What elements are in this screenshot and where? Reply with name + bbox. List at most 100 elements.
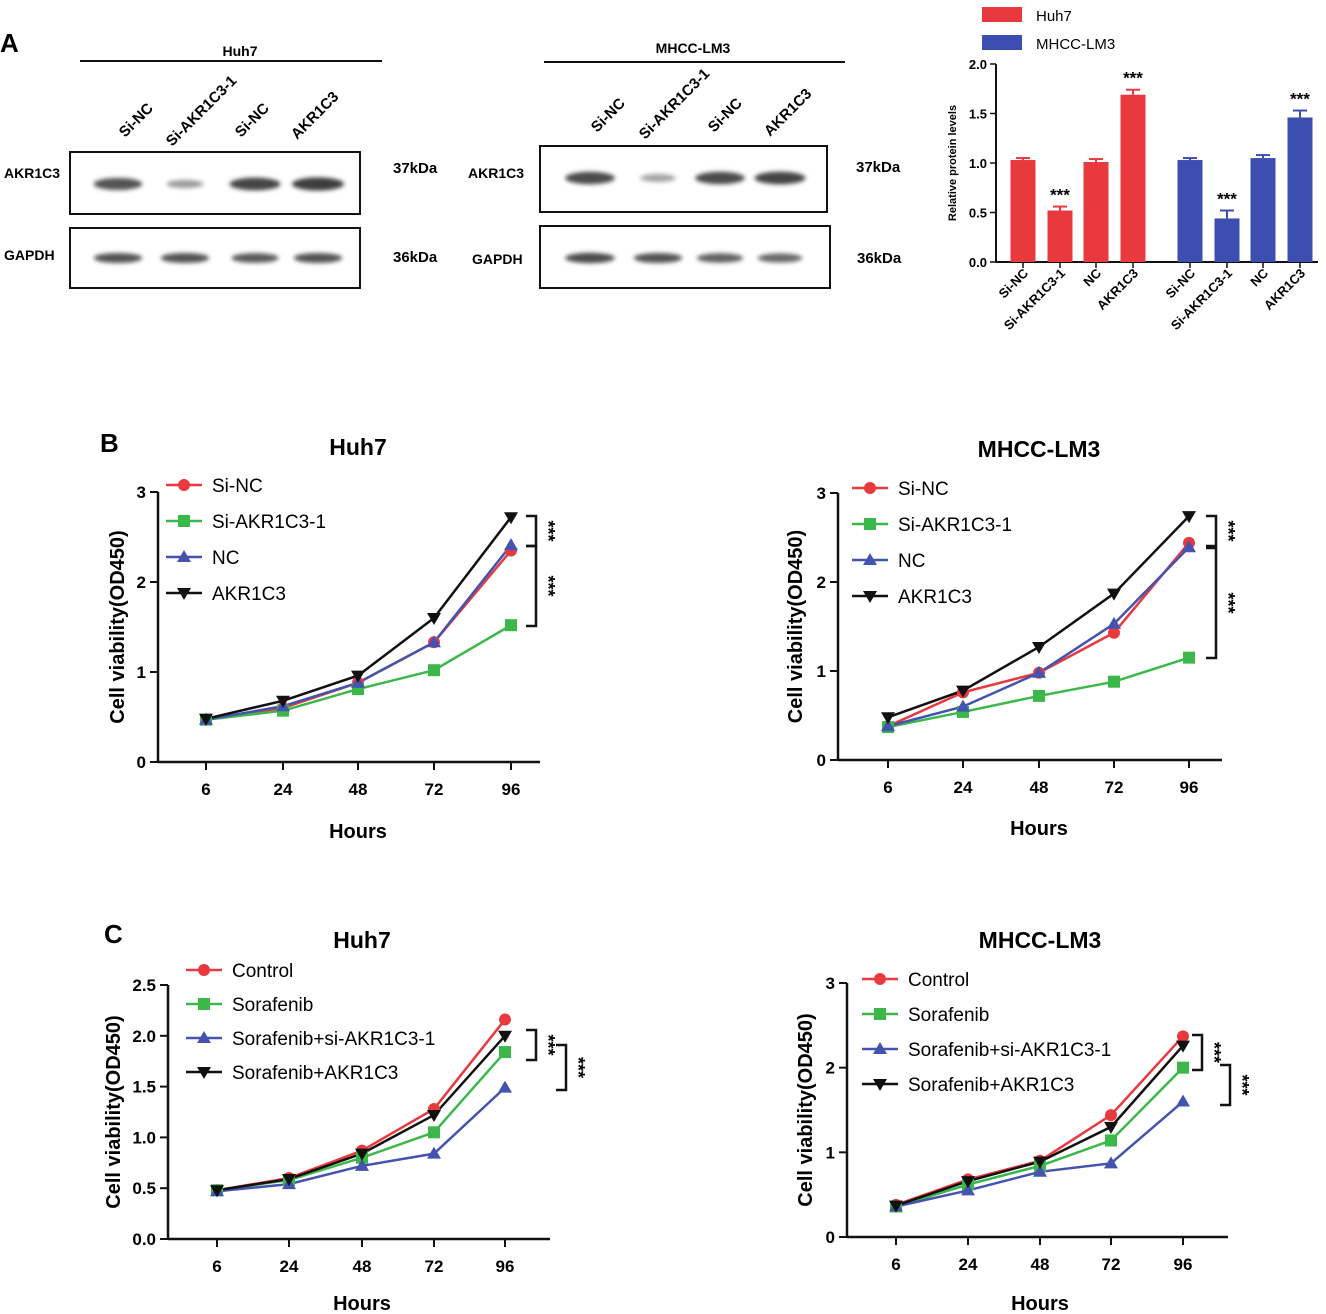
x-tick-label: 6: [212, 1257, 221, 1276]
data-point: [355, 1158, 369, 1171]
x-axis-title: Hours: [1011, 1293, 1069, 1314]
y-tick-label: 0: [137, 753, 146, 772]
significance-stars: ***: [1218, 592, 1238, 613]
y-tick-label: 0.0: [132, 1230, 156, 1249]
blot-band: [229, 177, 281, 191]
data-point: [863, 553, 877, 565]
significance-stars: ***: [1204, 1042, 1224, 1063]
x-tick-label: 48: [1030, 778, 1049, 797]
significance-stars: ***: [1218, 520, 1238, 541]
blot-band: [93, 177, 143, 191]
bar: [1177, 160, 1203, 262]
data-point: [874, 973, 886, 985]
blot-lane-label: Si-AKR1C3-1: [636, 65, 713, 142]
data-point: [210, 1185, 224, 1198]
x-tick-label: 72: [1105, 778, 1124, 797]
data-point: [889, 1200, 903, 1213]
y-tick-label: 1.0: [969, 156, 987, 171]
x-tick-label: 96: [496, 1257, 515, 1276]
y-tick-label: 2.5: [132, 976, 156, 995]
y-axis-title: Cell viability(OD450): [795, 1013, 817, 1206]
significance-stars: ***: [538, 575, 558, 596]
data-point: [427, 1110, 441, 1123]
legend-label: AKR1C3: [212, 584, 286, 605]
viability-chart-b-huh7: 0 1 2 3 6 24 48 72 96 Huh7 Hours Cell viability(OD4…: [107, 434, 558, 843]
significance-stars: ***: [568, 1057, 588, 1078]
data-point: [197, 1067, 211, 1079]
significance-bracket: [526, 544, 538, 628]
bar: [1010, 160, 1036, 262]
x-tick-label: 72: [425, 1257, 444, 1276]
blot-band: [754, 171, 806, 185]
data-point: [1032, 665, 1046, 678]
data-point: [956, 685, 970, 698]
y-tick-label: 1.0: [132, 1128, 156, 1147]
x-tick-label: 96: [1180, 778, 1199, 797]
x-tick-label: 24: [959, 1255, 978, 1274]
data-point: [1104, 1121, 1118, 1134]
series-line: [895, 1035, 1184, 1207]
panel-label-c: C: [104, 919, 123, 949]
bar: [1120, 94, 1146, 262]
data-point: [428, 1126, 440, 1139]
bar: [1214, 218, 1240, 262]
blot-kda-label: 37kDa: [393, 160, 438, 177]
blot-band: [292, 177, 344, 191]
significance-stars: ***: [1217, 190, 1237, 209]
significance-bracket: [1220, 1063, 1232, 1107]
blot-lane-label: Si-NC: [705, 95, 746, 136]
data-point: [874, 1008, 886, 1020]
blot-band: [231, 253, 279, 263]
significance-bracket: [526, 514, 538, 548]
x-tick-label: 24: [274, 780, 293, 799]
data-point: [864, 482, 876, 494]
legend-label: Sorafenib+si-AKR1C3-1: [908, 1040, 1111, 1061]
data-point: [1105, 1134, 1117, 1147]
x-tick-label: AKR1C3: [1094, 266, 1141, 313]
y-tick-label: 2.0: [969, 57, 987, 72]
y-tick-label: 2.0: [132, 1027, 156, 1046]
blot-band: [93, 252, 143, 264]
series-line: [216, 1086, 506, 1193]
data-point: [1182, 540, 1196, 553]
significance-bracket: [1192, 1033, 1204, 1072]
chart-title: MHCC-LM3: [978, 436, 1101, 462]
x-axis-title: Hours: [333, 1293, 391, 1314]
data-point: [1033, 1156, 1047, 1169]
blot-band: [695, 171, 745, 185]
data-point: [499, 1046, 511, 1059]
y-axis-title: Cell viability(OD450): [103, 1015, 125, 1208]
blot-band: [633, 252, 683, 264]
data-point: [428, 664, 440, 677]
series-line: [887, 515, 1190, 719]
legend-label: Control: [908, 970, 969, 991]
data-point: [198, 998, 210, 1010]
data-point: [1032, 641, 1046, 654]
blot-protein-label: AKR1C3: [468, 165, 524, 181]
blot-lane-label: AKR1C3: [288, 88, 342, 142]
y-tick-label: 2: [826, 1059, 835, 1078]
legend-label: AKR1C3: [898, 587, 972, 608]
bar: [1083, 162, 1109, 262]
bar: [1287, 117, 1313, 263]
legend-label: Sorafenib+AKR1C3: [232, 1063, 398, 1084]
data-point: [1177, 1061, 1189, 1074]
blot-protein-label: AKR1C3: [4, 165, 60, 181]
viability-chart-c-mhcc-lm3: 0 1 2 3 6 24 48 72 96 MHCC-LM3 Hours Cell viability…: [795, 927, 1252, 1314]
data-point: [1033, 1164, 1047, 1177]
legend-swatch: [982, 7, 1022, 22]
blot-band: [565, 252, 615, 264]
chart-title: Huh7: [333, 927, 391, 953]
blot-band: [696, 253, 744, 263]
data-point: [505, 619, 517, 632]
blot-band: [640, 173, 676, 183]
data-point: [498, 1030, 512, 1043]
x-tick-label: 72: [425, 780, 444, 799]
legend-label: Huh7: [1036, 8, 1072, 25]
data-point: [504, 538, 518, 551]
legend-label: Si-AKR1C3-1: [898, 515, 1012, 536]
data-point: [499, 1013, 511, 1026]
y-axis-title: Cell viability(OD450): [107, 530, 129, 723]
